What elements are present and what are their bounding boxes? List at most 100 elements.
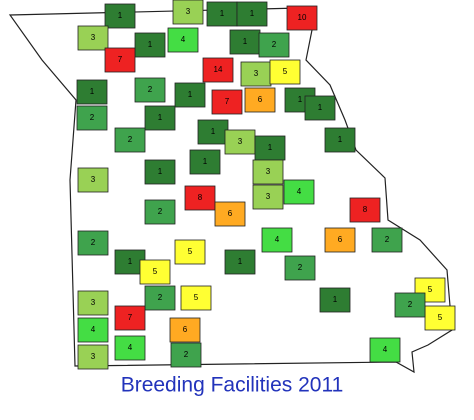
county-label: 1 bbox=[158, 113, 163, 122]
county bbox=[104, 47, 136, 73]
county bbox=[252, 159, 284, 185]
county-label: 3 bbox=[91, 33, 96, 42]
county bbox=[174, 82, 206, 108]
county-label: 3 bbox=[254, 69, 259, 78]
county-label: 3 bbox=[186, 7, 191, 16]
county-label: 5 bbox=[194, 293, 199, 302]
county-label: 2 bbox=[385, 235, 390, 244]
county-label: 4 bbox=[128, 343, 133, 352]
county bbox=[211, 89, 243, 115]
county-label: 7 bbox=[225, 97, 230, 106]
county bbox=[394, 292, 426, 318]
county-label: 7 bbox=[118, 55, 123, 64]
county-label: 2 bbox=[272, 40, 277, 49]
county-label: 4 bbox=[383, 345, 388, 354]
county bbox=[144, 199, 176, 225]
county bbox=[284, 255, 316, 281]
county bbox=[104, 3, 136, 29]
county-label: 3 bbox=[266, 192, 271, 201]
county-label: 3 bbox=[91, 298, 96, 307]
county bbox=[319, 287, 351, 313]
county bbox=[258, 32, 290, 58]
county bbox=[244, 87, 276, 113]
county-label: 8 bbox=[198, 193, 203, 202]
county bbox=[236, 1, 268, 27]
county bbox=[77, 25, 109, 51]
county-label: 1 bbox=[211, 127, 216, 136]
county bbox=[77, 317, 109, 343]
county bbox=[144, 105, 176, 131]
county bbox=[167, 27, 199, 53]
county-label: 7 bbox=[128, 313, 133, 322]
county bbox=[424, 305, 456, 331]
county-label: 1 bbox=[318, 103, 323, 112]
county-label: 5 bbox=[438, 313, 443, 322]
county-label: 6 bbox=[183, 325, 188, 334]
county-label: 2 bbox=[184, 350, 189, 359]
county-label: 2 bbox=[91, 238, 96, 247]
map-title: Breeding Facilities 2011 bbox=[121, 374, 344, 397]
county bbox=[224, 249, 256, 275]
county bbox=[214, 201, 246, 227]
county bbox=[324, 127, 356, 153]
county bbox=[76, 105, 108, 131]
county-label: 1 bbox=[238, 257, 243, 266]
county-label: 1 bbox=[250, 9, 255, 18]
county bbox=[144, 159, 176, 185]
county bbox=[114, 335, 146, 361]
county-label: 1 bbox=[128, 257, 133, 266]
county bbox=[114, 127, 146, 153]
county-label: 3 bbox=[91, 352, 96, 361]
county-label: 2 bbox=[158, 207, 163, 216]
county bbox=[283, 179, 315, 205]
county-label: 2 bbox=[90, 113, 95, 122]
county-label: 5 bbox=[188, 247, 193, 256]
county bbox=[170, 342, 202, 368]
county bbox=[197, 119, 229, 145]
county bbox=[134, 77, 166, 103]
county-label: 2 bbox=[158, 293, 163, 302]
county bbox=[174, 239, 206, 265]
county-label: 1 bbox=[243, 37, 248, 46]
county bbox=[369, 337, 401, 363]
county bbox=[261, 227, 293, 253]
county bbox=[189, 149, 221, 175]
county-label: 2 bbox=[408, 300, 413, 309]
county-label: 4 bbox=[297, 187, 302, 196]
county-label: 10 bbox=[298, 13, 307, 22]
county bbox=[349, 197, 381, 223]
county-label: 1 bbox=[298, 95, 303, 104]
county-label: 4 bbox=[91, 325, 96, 334]
county bbox=[371, 227, 403, 253]
county-label: 4 bbox=[181, 35, 186, 44]
county-label: 1 bbox=[90, 87, 95, 96]
county bbox=[76, 79, 108, 105]
county-label: 3 bbox=[238, 137, 243, 146]
county-label: 2 bbox=[148, 85, 153, 94]
county-label: 4 bbox=[275, 235, 280, 244]
county bbox=[206, 1, 238, 27]
county-label: 2 bbox=[128, 135, 133, 144]
county bbox=[144, 285, 176, 311]
county bbox=[139, 259, 171, 285]
county bbox=[77, 167, 109, 193]
county-label: 6 bbox=[228, 209, 233, 218]
county bbox=[252, 184, 284, 210]
county bbox=[324, 227, 356, 253]
county bbox=[269, 59, 301, 85]
county-label: 3 bbox=[266, 167, 271, 176]
county-label: 5 bbox=[153, 267, 158, 276]
county-label: 6 bbox=[338, 235, 343, 244]
county-label: 1 bbox=[118, 11, 123, 20]
county bbox=[202, 57, 234, 83]
county-label: 5 bbox=[428, 285, 433, 294]
county bbox=[184, 185, 216, 211]
county-label: 1 bbox=[333, 295, 338, 304]
county bbox=[180, 285, 212, 311]
county-label: 6 bbox=[258, 95, 263, 104]
county bbox=[304, 95, 336, 121]
county bbox=[77, 290, 109, 316]
county-label: 1 bbox=[188, 90, 193, 99]
